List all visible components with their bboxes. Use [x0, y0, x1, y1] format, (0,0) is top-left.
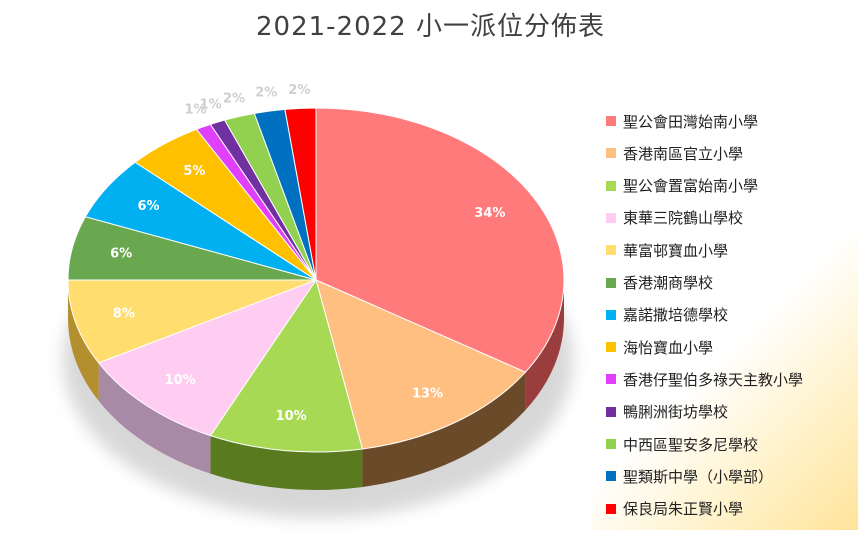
slice-label-5: 6% [110, 247, 132, 262]
legend-item-12: 保良局朱正賢小學 [606, 498, 743, 520]
legend-item-6: 嘉諾撒培德學校 [606, 304, 728, 326]
legend-label-4: 華富邨寶血小學 [623, 241, 729, 260]
pie-slice-1 [315, 279, 527, 450]
slice-label-12: 2% [288, 83, 310, 98]
slice-label-10: 2% [223, 91, 245, 106]
legend-swatch-3 [606, 212, 616, 223]
legend-label-5: 香港潮商學校 [623, 274, 714, 292]
pie-side-2 [210, 435, 363, 490]
legend: 聖公會田灣始南小學 香港南區官立小學 聖公會置富始南小學 東華三院鶴山學校 華富邨寶血小… [592, 100, 858, 530]
legend-swatch-4 [606, 245, 616, 256]
pie-tops [67, 107, 565, 453]
pie-side-1 [362, 372, 526, 487]
pie-sides [68, 280, 564, 490]
pie-slice-0 [315, 107, 565, 373]
slice-label-3: 10% [165, 373, 196, 388]
pie-chart: 34%13%10%10%8%6%6%5%1%1% 2% 2% 2% [63, 83, 573, 518]
legend-swatch-7 [606, 342, 616, 353]
legend-swatch-1 [606, 148, 616, 159]
slice-label-0: 34% [474, 206, 505, 221]
legend-label-10: 中西區聖安多尼學校 [623, 435, 759, 454]
slice-label-6: 6% [137, 199, 159, 214]
legend-swatch-2 [606, 180, 616, 191]
slice-label-8: 1% [184, 103, 206, 118]
legend-item-4: 華富邨寶血小學 [606, 239, 728, 261]
legend-swatch-8 [606, 374, 616, 385]
legend-label-2: 聖公會置富始南小學 [623, 177, 759, 196]
pie-slice-4 [67, 279, 317, 364]
legend-swatch-12 [606, 503, 616, 514]
slice-label-11: 2% [255, 86, 277, 101]
legend-swatch-9 [606, 406, 616, 417]
legend-label-0: 聖公會田灣始南小學 [623, 112, 759, 131]
legend-item-2: 聖公會置富始南小學 [606, 175, 758, 197]
slice-label-7: 5% [183, 164, 205, 179]
pie-side-3 [98, 362, 211, 474]
legend-swatch-10 [606, 439, 616, 449]
legend-swatch-6 [606, 309, 616, 320]
pie-side-0 [525, 280, 564, 411]
legend-label-11: 聖類斯中學（小學部） [623, 467, 774, 486]
legend-label-8: 香港仔聖伯多祿天主教小學 [623, 370, 804, 389]
slice-label-4: 8% [113, 307, 135, 322]
pie-slice-2 [209, 278, 364, 453]
legend-label-6: 嘉諾撒培德學校 [623, 306, 729, 325]
legend-item-8: 香港仔聖伯多祿天主教小學 [606, 368, 803, 390]
legend-item-0: 聖公會田灣始南小學 [606, 110, 758, 132]
legend-swatch-5 [606, 277, 616, 288]
legend-swatch-0 [606, 116, 616, 126]
legend-item-1: 香港南區官立小學 [606, 142, 743, 164]
legend-label-9: 鴨脷洲街坊學校 [623, 403, 729, 422]
legend-item-3: 東華三院鶴山學校 [606, 207, 743, 229]
legend-item-5: 香港潮商學校 [606, 272, 713, 294]
chart-title: 2021-2022 小一派位分佈表 [256, 12, 605, 42]
slice-label-1: 13% [412, 386, 443, 401]
legend-label-1: 香港南區官立小學 [623, 144, 744, 163]
legend-label-7: 海怡寶血小學 [623, 338, 714, 357]
slice-label-9: 1% [200, 98, 222, 113]
pie-slice-3 [97, 278, 318, 437]
legend-item-10: 中西區聖安多尼學校 [606, 433, 758, 455]
legend-item-9: 鴨脷洲街坊學校 [606, 401, 728, 423]
legend-label-12: 保良局朱正賢小學 [623, 500, 744, 519]
pie-labels: 34%13%10%10%8%6%6%5%1%1% 2% 2% 2% [110, 83, 505, 424]
slice-label-2: 10% [276, 409, 307, 424]
legend-label-3: 東華三院鶴山學校 [623, 209, 744, 228]
legend-item-7: 海怡寶血小學 [606, 336, 713, 358]
pie-slice-12 [284, 107, 317, 281]
legend-item-11: 聖類斯中學（小學部） [606, 465, 773, 487]
legend-swatch-11 [606, 471, 616, 482]
